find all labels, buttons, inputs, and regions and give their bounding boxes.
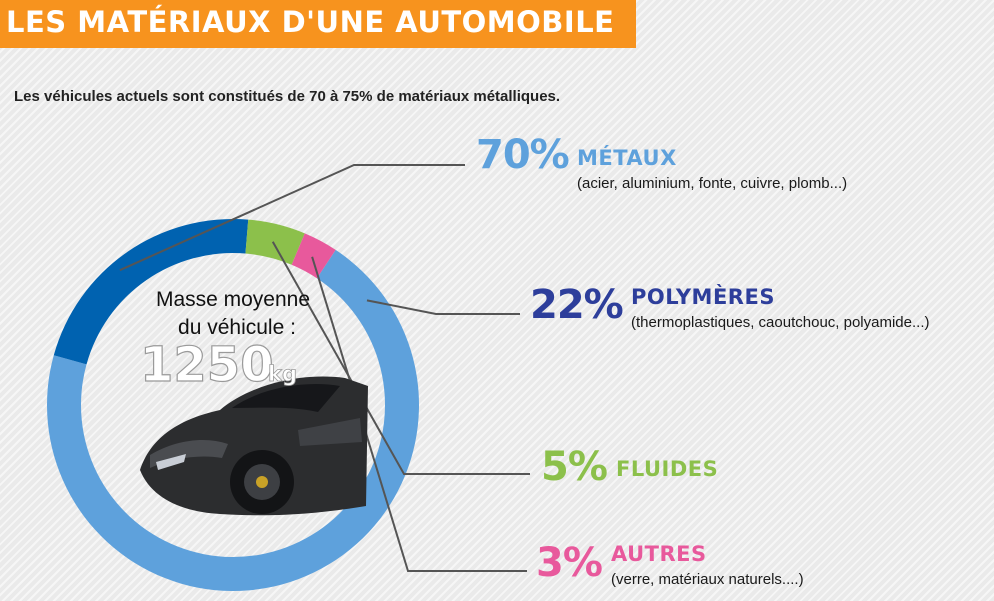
label-percent-metaux: 70% <box>476 132 569 178</box>
label-percent-polymeres: 22% <box>530 282 623 328</box>
label-detail-autres: (verre, matériaux naturels....) <box>611 571 804 588</box>
mass-unit: kg <box>268 362 297 386</box>
leader-line-autres <box>311 256 527 572</box>
center-text: Masse moyenne du véhicule : 1250 kg <box>139 288 310 394</box>
label-name-polymeres: POLYMÈRES <box>631 284 775 309</box>
title-banner: LES MATÉRIAUX D'UNE AUTOMOBILE <box>0 0 636 48</box>
leader-lines <box>119 164 530 572</box>
slice-polymeres <box>53 218 249 365</box>
donut-slices <box>47 218 420 591</box>
label-name-fluides: FLUIDES <box>616 457 718 481</box>
slice-fluides <box>245 219 305 265</box>
slice-autres <box>291 233 336 279</box>
label-detail-metaux: (acier, aluminium, fonte, cuivre, plomb.… <box>577 175 847 192</box>
leader-line-polymeres <box>366 299 520 315</box>
car-illustration <box>140 376 368 516</box>
center-line-1: Masse moyenne <box>156 288 310 311</box>
label-percent-fluides: 5% <box>541 444 607 490</box>
center-line-2: du véhicule : <box>178 316 296 339</box>
leader-line-fluides <box>271 241 530 475</box>
page-title: LES MATÉRIAUX D'UNE AUTOMOBILE <box>6 5 615 39</box>
label-detail-polymeres: (thermoplastiques, caoutchouc, polyamide… <box>631 314 929 331</box>
slice-labels: 70% MÉTAUX (acier, aluminium, fonte, cuivr… <box>476 132 929 588</box>
subtitle: Les véhicules actuels sont constitués de… <box>14 88 561 105</box>
leader-line-metaux <box>119 164 465 272</box>
label-name-autres: AUTRES <box>611 542 707 566</box>
label-name-metaux: MÉTAUX <box>577 145 677 170</box>
label-percent-autres: 3% <box>536 540 602 586</box>
mass-value: 1250 <box>140 337 274 393</box>
